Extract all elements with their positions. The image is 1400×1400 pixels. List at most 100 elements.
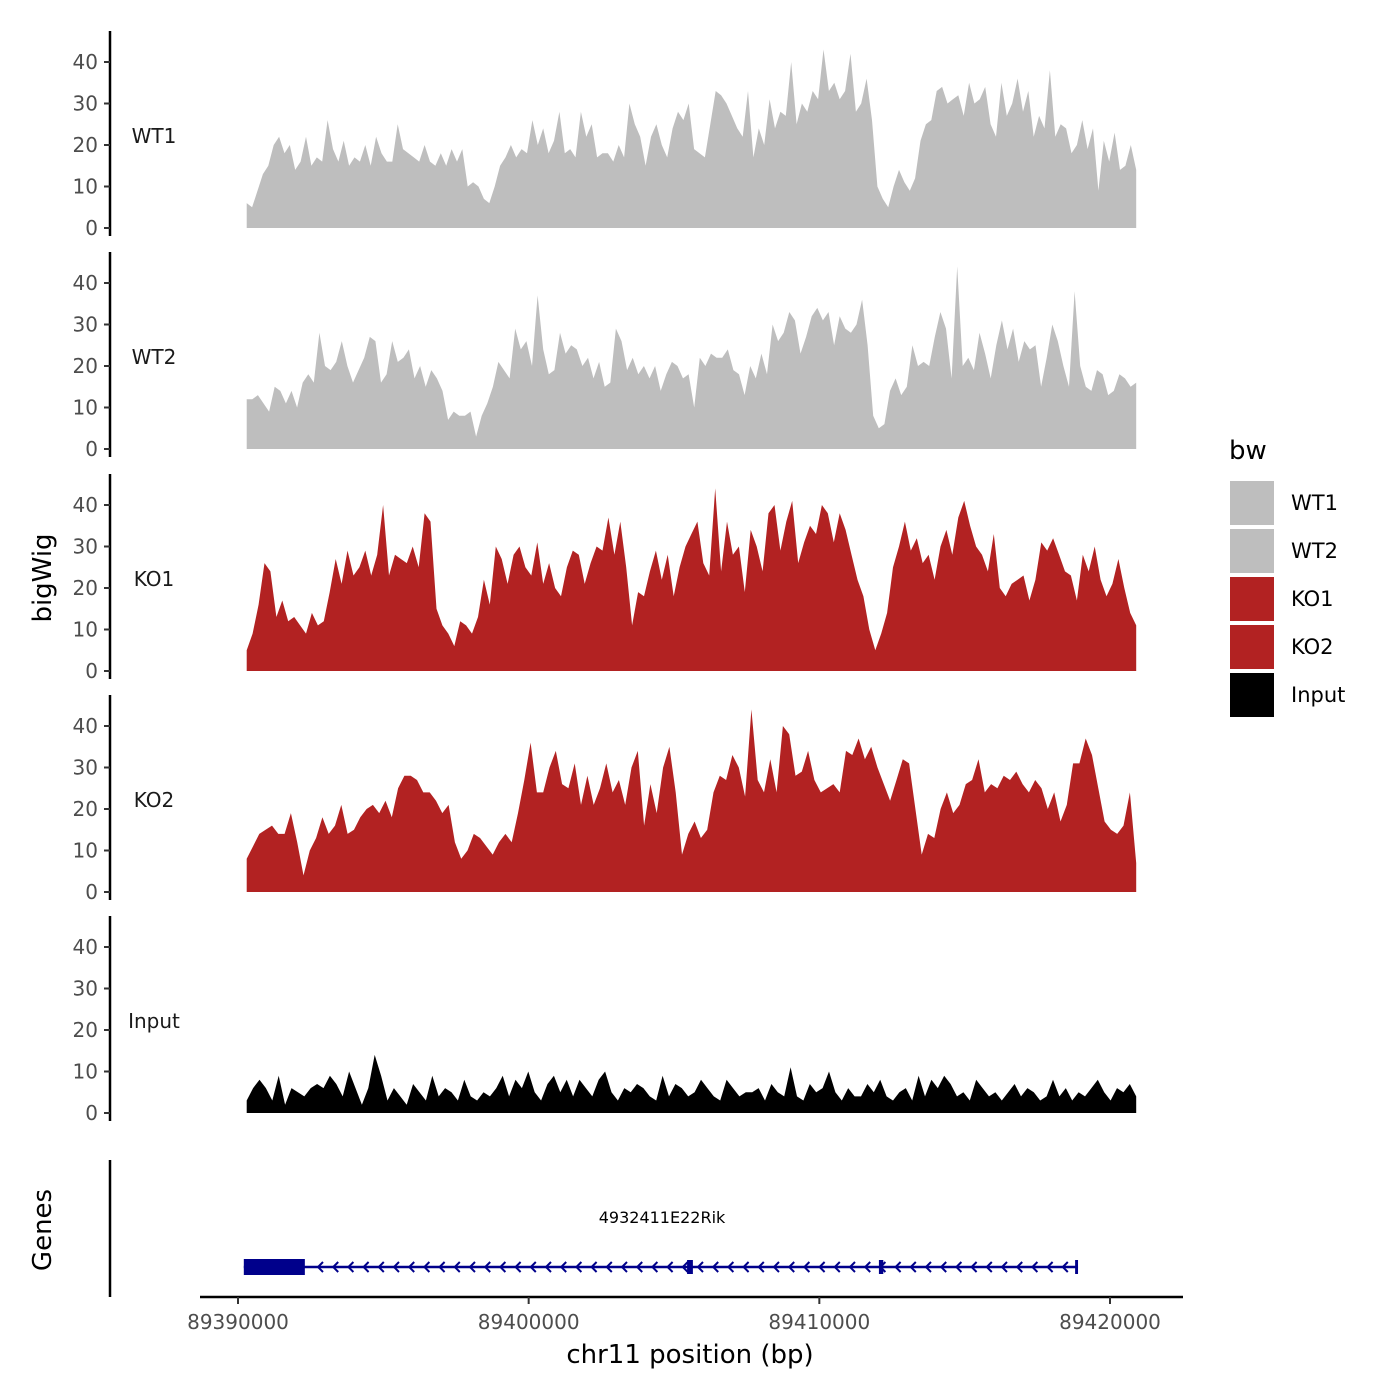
track-label-wt2: WT2 [132,345,177,369]
strand-arrow [985,1261,993,1273]
x-axis-title: chr11 position (bp) [566,1340,813,1370]
legend-label: KO2 [1291,635,1334,659]
y-tick-label: 40 [73,50,98,74]
legend-swatch [1230,673,1274,717]
coverage-area-ko1 [246,488,1137,671]
y-axis-title: bigWig [28,533,58,622]
gene-exon [1075,1260,1079,1274]
strand-arrow [407,1261,415,1273]
y-tick-label: 30 [73,92,98,116]
strand-arrow [772,1261,780,1273]
strand-arrow [1046,1261,1054,1273]
gene-exon [243,1259,305,1275]
strand-arrow [650,1261,659,1273]
gene-exon [878,1260,884,1274]
legend-label: WT1 [1291,491,1338,515]
strand-arrow [939,1261,947,1273]
strand-arrow [787,1261,795,1273]
tracks-layer: 0 10 20 30 40 WT1 0 10 20 30 40 WT2 0 10 20 30 40 KO1 0 10 2… [73,31,1137,1125]
track-label-wt1: WT1 [132,124,177,148]
y-tick-label: 20 [73,797,98,821]
x-tick-label: 89410000 [768,1310,870,1334]
strand-arrow [1030,1261,1039,1273]
genes-axis-title: Genes [28,1189,58,1271]
strand-arrow [802,1261,811,1273]
strand-arrow [483,1261,491,1273]
y-tick-label: 30 [73,977,98,1001]
y-tick-label: 30 [73,535,98,559]
genes-panel: 4932411E22Rik [108,1160,1079,1297]
strand-arrow [1000,1261,1008,1273]
strand-arrow [422,1261,431,1273]
y-tick-label: 20 [73,576,98,600]
track-input: 0 10 20 30 40 Input [73,916,1137,1125]
strand-arrow [574,1261,583,1273]
strand-arrow [924,1261,932,1273]
strand-arrow [833,1261,841,1273]
y-tick-label: 30 [73,313,98,337]
strand-arrow [681,1261,689,1273]
strand-arrow [453,1261,461,1273]
y-tick-label: 40 [73,935,98,959]
y-tick-label: 10 [73,175,98,199]
strand-arrow [438,1261,446,1273]
y-tick-label: 30 [73,756,98,780]
strand-arrow [316,1261,324,1273]
strand-arrow [894,1261,902,1273]
strand-arrow [666,1261,674,1273]
strand-arrow [377,1261,385,1273]
legend-entry-wt2: WT2 [1230,529,1338,573]
y-tick-label: 40 [73,714,98,738]
coverage-area-wt2 [246,266,1137,449]
track-label-ko2: KO2 [134,788,175,812]
track-ko1: 0 10 20 30 40 KO1 [73,474,1137,683]
strand-arrow [620,1261,628,1273]
strand-arrow [970,1261,978,1273]
strand-arrow [346,1261,355,1273]
y-tick-label: 0 [85,659,98,683]
strand-arrow [909,1261,917,1273]
y-tick-label: 40 [73,271,98,295]
strand-arrow [544,1261,552,1273]
legend-swatch [1230,577,1274,621]
legend-swatch [1230,529,1274,573]
y-tick-label: 10 [73,396,98,420]
y-tick-label: 20 [73,354,98,378]
x-ticks: 89390000 89400000 89410000 89420000 [187,1297,1161,1334]
strand-arrow [514,1261,522,1273]
legend-entry-wt1: WT1 [1230,481,1338,525]
strand-arrow [635,1261,643,1273]
legend: bw WT1 WT2 KO1 KO2 Input [1229,436,1345,717]
strand-arrow [742,1261,750,1273]
y-tick-label: 0 [85,437,98,461]
legend-entry-ko1: KO1 [1230,577,1334,621]
strand-arrow [711,1261,719,1273]
track-wt1: 0 10 20 30 40 WT1 [73,31,1137,240]
track-ko2: 0 10 20 30 40 KO2 [73,695,1137,904]
strand-arrow [331,1261,339,1273]
y-tick-label: 20 [73,1018,98,1042]
legend-label: WT2 [1291,539,1338,563]
strand-arrow [529,1261,537,1273]
y-tick-label: 0 [85,216,98,240]
y-tick-label: 10 [73,1060,98,1084]
strand-arrow [818,1261,826,1273]
gene-label: 4932411E22Rik [599,1208,726,1227]
coverage-area-wt1 [246,49,1137,228]
strand-arrow [954,1261,963,1273]
strand-arrow [696,1261,704,1273]
y-tick-label: 40 [73,493,98,517]
coverage-area-input [246,1054,1137,1113]
y-tick-label: 10 [73,839,98,863]
legend-entry-input: Input [1230,673,1345,717]
legend-swatch [1230,625,1274,669]
coverage-area-ko2 [246,709,1137,892]
gene-exon [687,1260,693,1274]
x-axis: 89390000 89400000 89410000 89420000 [187,1295,1183,1334]
legend-swatch [1230,481,1274,525]
strand-arrow [498,1261,507,1273]
x-tick-label: 89400000 [478,1310,580,1334]
strand-arrow [392,1261,400,1273]
legend-label: Input [1291,683,1345,707]
